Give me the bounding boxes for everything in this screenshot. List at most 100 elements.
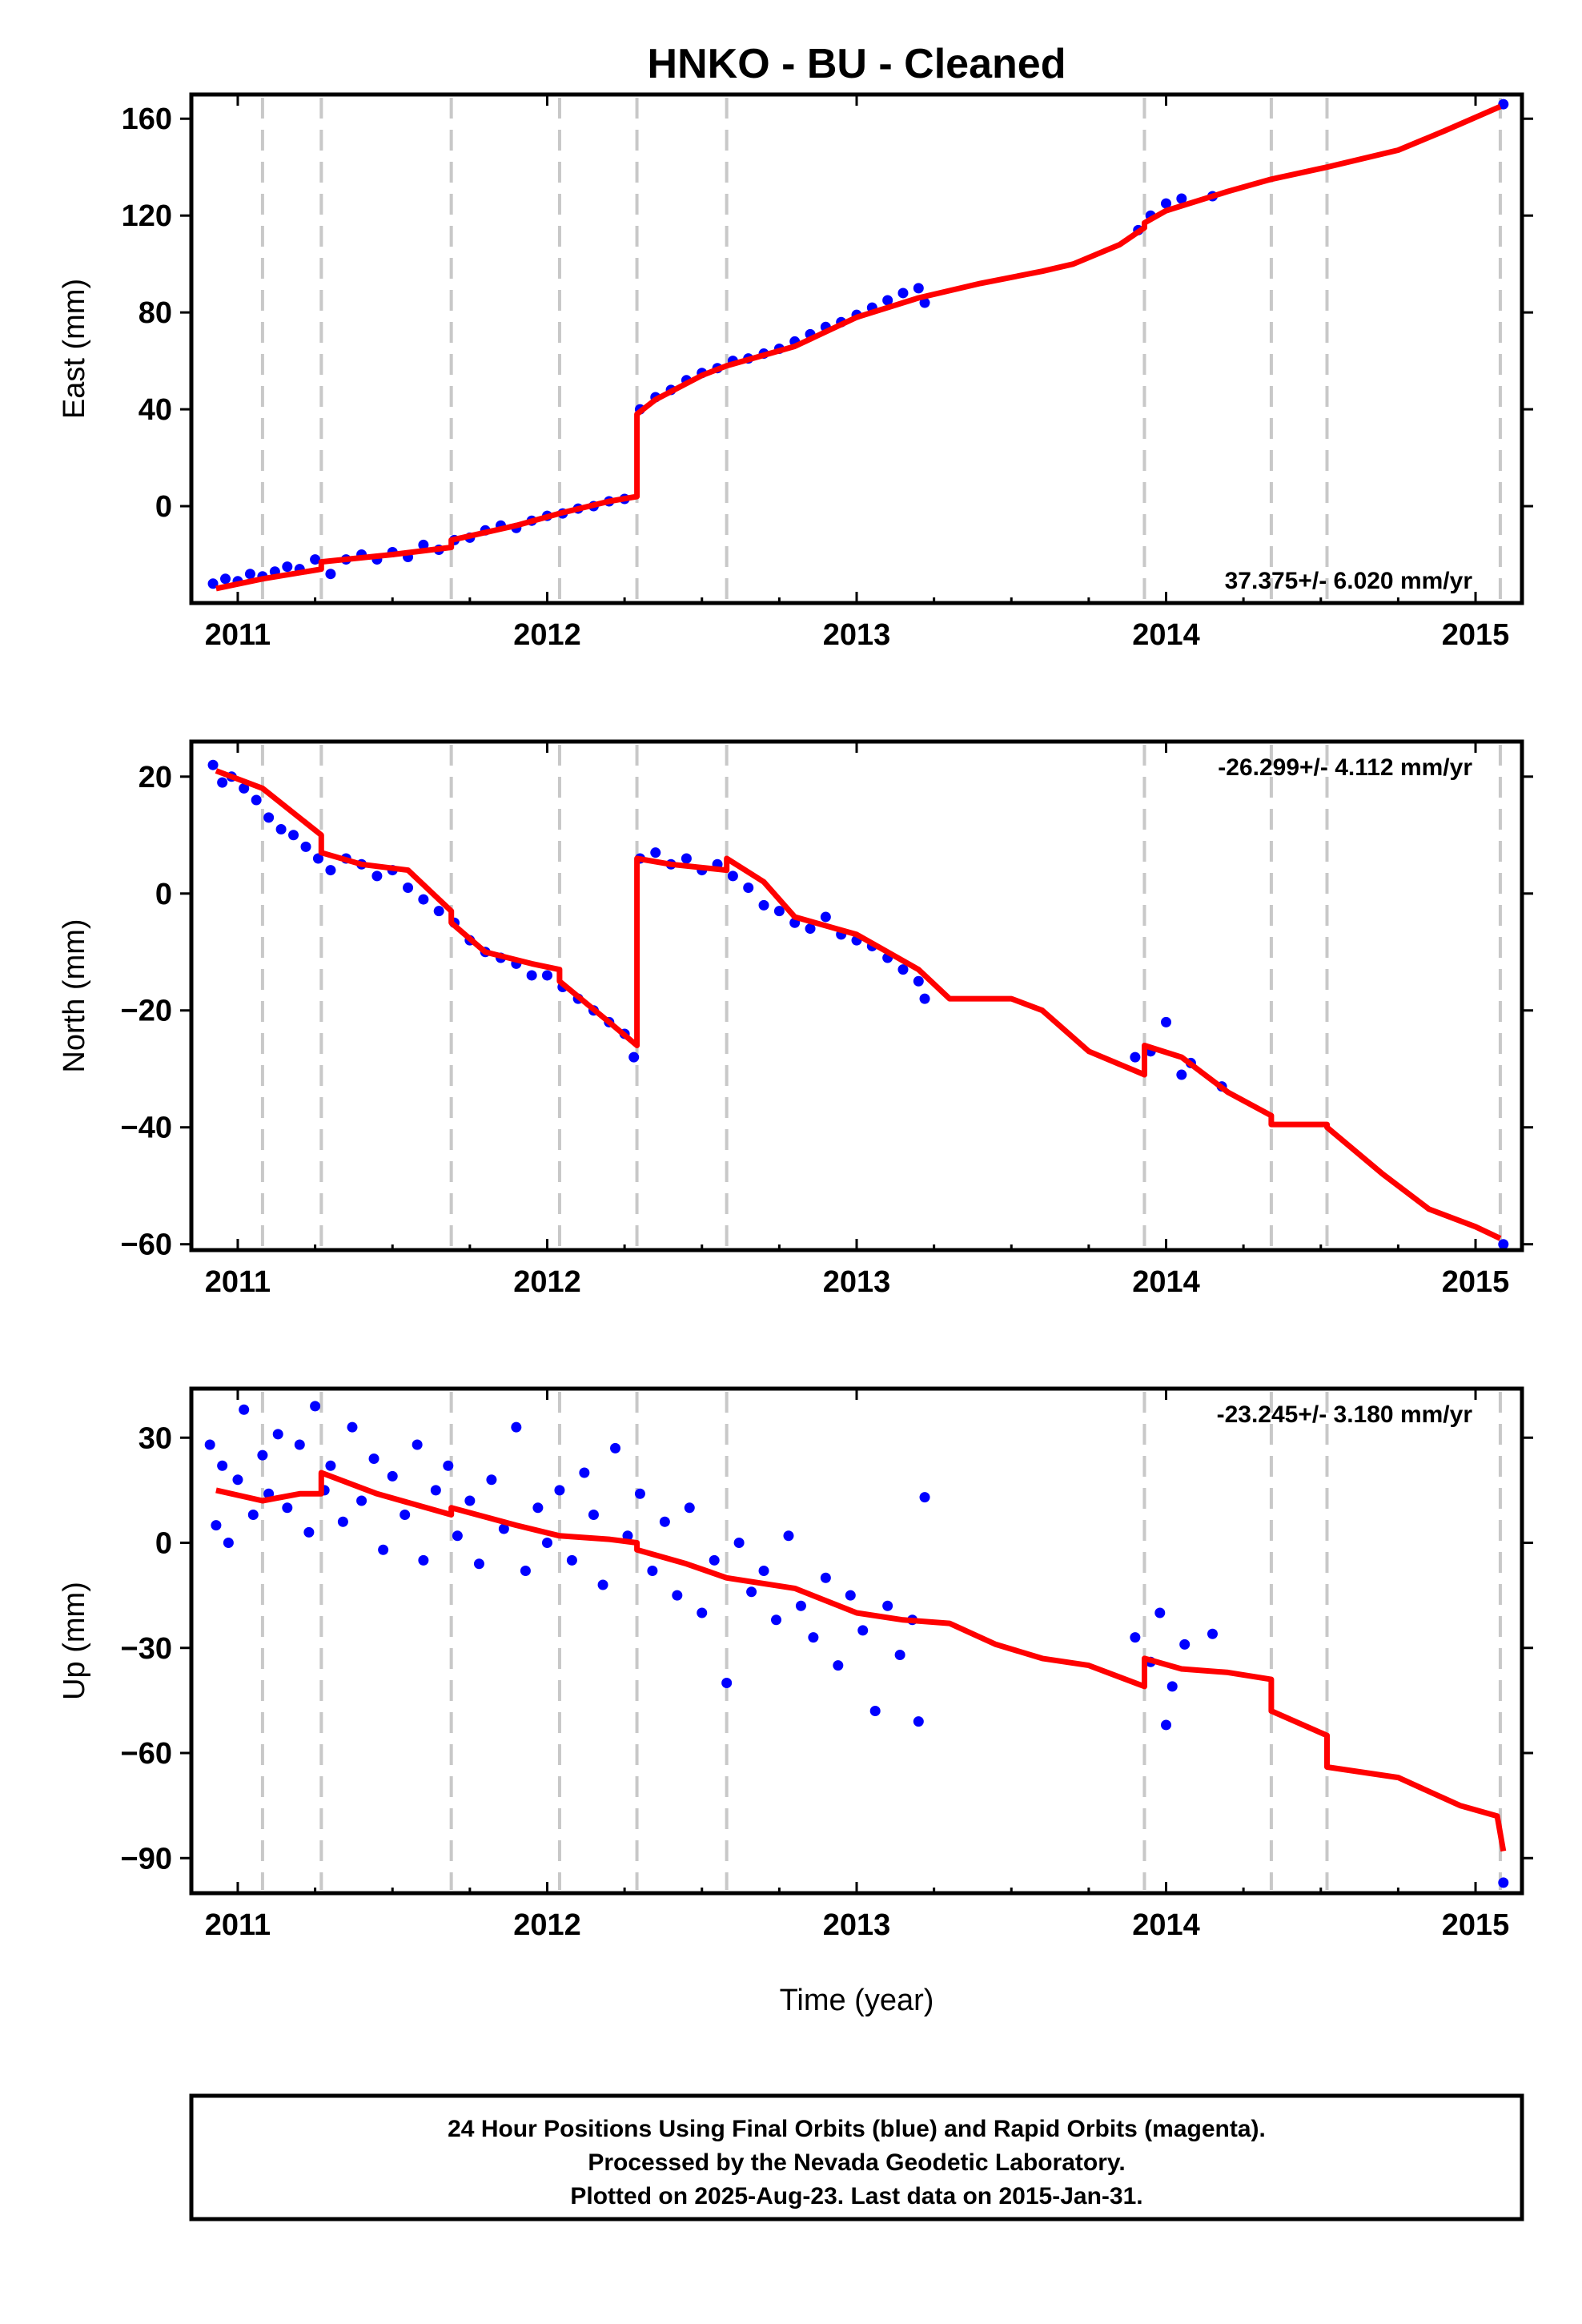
east-data-point bbox=[207, 578, 219, 589]
east-y-tick-label-3: 120 bbox=[122, 199, 172, 233]
north-data-point bbox=[300, 841, 311, 852]
east-data-point bbox=[919, 297, 930, 308]
north-data-point bbox=[433, 906, 444, 917]
up-data-point bbox=[684, 1502, 695, 1514]
up-fit-line bbox=[215, 1470, 1507, 1852]
up-data-point bbox=[247, 1510, 259, 1520]
up-data-point bbox=[833, 1660, 844, 1671]
up-data-point bbox=[211, 1520, 222, 1531]
north-data-point bbox=[263, 812, 275, 823]
north-x-tick-label-3: 2014 bbox=[1132, 1265, 1200, 1299]
up-data-point bbox=[1207, 1628, 1218, 1639]
up-data-point bbox=[721, 1678, 733, 1688]
north-data-point bbox=[541, 970, 552, 981]
up-data-point bbox=[282, 1502, 293, 1514]
north-data-point bbox=[681, 853, 692, 864]
up-data-point bbox=[1154, 1607, 1166, 1618]
up-data-point bbox=[1161, 1719, 1172, 1731]
up-data-point bbox=[473, 1558, 484, 1570]
up-data-point bbox=[443, 1460, 454, 1471]
north-data-point bbox=[1130, 1051, 1141, 1063]
up-plot-frame bbox=[189, 1386, 1524, 1896]
up-y-tick-label-4: 30 bbox=[139, 1421, 172, 1455]
east-x-tick-label-0: 2011 bbox=[205, 618, 271, 652]
footer-line-1: 24 Hour Positions Using Final Orbits (bl… bbox=[448, 2116, 1266, 2142]
east-x-tick-label-3: 2014 bbox=[1132, 618, 1200, 652]
east-y-tick-label-2: 80 bbox=[139, 296, 172, 330]
up-data-point bbox=[464, 1495, 476, 1506]
north-data-point bbox=[288, 830, 299, 841]
east-data-point bbox=[244, 569, 255, 580]
up-data-point bbox=[795, 1600, 806, 1611]
up-data-point bbox=[541, 1538, 552, 1548]
up-y-tick-label-0: −90 bbox=[121, 1842, 172, 1876]
north-data-point bbox=[628, 1051, 640, 1063]
east-data-point bbox=[220, 573, 231, 585]
north-data-point bbox=[217, 777, 228, 788]
up-data-point bbox=[771, 1614, 782, 1626]
up-data-point bbox=[310, 1401, 321, 1412]
north-data-point bbox=[919, 993, 930, 1004]
up-data-point bbox=[303, 1526, 315, 1538]
up-data-point bbox=[347, 1421, 358, 1433]
up-data-point bbox=[452, 1530, 463, 1542]
north-y-tick-label-2: −20 bbox=[121, 995, 172, 1028]
north-y-tick-label-1: −40 bbox=[121, 1112, 172, 1145]
north-data-point bbox=[820, 911, 831, 923]
north-data-point bbox=[371, 870, 383, 882]
up-data-point bbox=[882, 1600, 893, 1611]
north-data-point bbox=[403, 882, 414, 893]
north-data-point bbox=[1176, 1069, 1187, 1080]
up-data-point bbox=[217, 1460, 228, 1471]
east-plot-frame bbox=[189, 92, 1524, 605]
up-data-point bbox=[659, 1516, 670, 1527]
north-data-point bbox=[897, 964, 909, 975]
north-data-point bbox=[325, 865, 336, 876]
up-data-point bbox=[913, 1716, 924, 1727]
up-data-point bbox=[566, 1554, 577, 1566]
north-data-point bbox=[727, 870, 738, 882]
up-data-point bbox=[400, 1510, 411, 1520]
east-x-tick-label-4: 2015 bbox=[1442, 618, 1510, 652]
north-rate-label: -26.299+/- 4.112 mm/yr bbox=[1218, 754, 1472, 781]
up-data-point bbox=[412, 1439, 423, 1450]
up-data-point bbox=[368, 1454, 379, 1464]
up-data-point bbox=[845, 1590, 856, 1601]
up-data-point bbox=[783, 1530, 794, 1542]
east-x-tick-label-1: 2012 bbox=[513, 618, 581, 652]
up-panel: 2011 2012 2013 2014 2015 −90 −60 −30 0 30 Up (mm) -… bbox=[58, 1386, 1533, 1942]
up-data-point bbox=[894, 1650, 905, 1660]
north-data-point bbox=[773, 906, 785, 917]
x-axis-label: Time (year) bbox=[780, 1984, 934, 2017]
up-data-point bbox=[239, 1404, 250, 1415]
up-data-point bbox=[919, 1492, 930, 1503]
up-data-point bbox=[486, 1474, 497, 1486]
up-data-point bbox=[325, 1460, 336, 1471]
east-data-point bbox=[913, 283, 924, 294]
north-y-tick-label-4: 20 bbox=[139, 761, 172, 794]
up-data-point bbox=[232, 1474, 243, 1486]
up-data-point bbox=[808, 1632, 819, 1643]
up-data-point bbox=[597, 1579, 608, 1590]
up-y-tick-label-3: 0 bbox=[155, 1527, 172, 1561]
east-data-point bbox=[282, 561, 293, 573]
chart-title: HNKO - BU - Cleaned bbox=[648, 41, 1066, 87]
north-x-tick-label-4: 2015 bbox=[1442, 1265, 1510, 1299]
up-y-tick-label-2: −30 bbox=[121, 1632, 172, 1666]
north-x-tick-label-2: 2013 bbox=[823, 1265, 891, 1299]
up-data-point bbox=[1166, 1681, 1178, 1692]
up-data-point bbox=[622, 1530, 633, 1542]
north-x-tick-label-1: 2012 bbox=[513, 1265, 581, 1299]
up-data-point bbox=[532, 1502, 544, 1514]
up-x-tick-label-1: 2012 bbox=[513, 1908, 581, 1942]
north-panel: 2011 2012 2013 2014 2015 −60 −40 −20 0 20 North (m… bbox=[58, 739, 1533, 1299]
east-data-point bbox=[418, 539, 429, 550]
footer-line-2: Processed by the Nevada Geodetic Laborat… bbox=[588, 2149, 1125, 2176]
up-y-tick-label-1: −60 bbox=[121, 1737, 172, 1771]
up-data-point bbox=[1130, 1632, 1141, 1643]
east-y-tick-label-0: 0 bbox=[155, 490, 172, 524]
east-data-point bbox=[897, 287, 909, 299]
up-data-point bbox=[554, 1485, 565, 1496]
east-data-point bbox=[1161, 198, 1172, 209]
